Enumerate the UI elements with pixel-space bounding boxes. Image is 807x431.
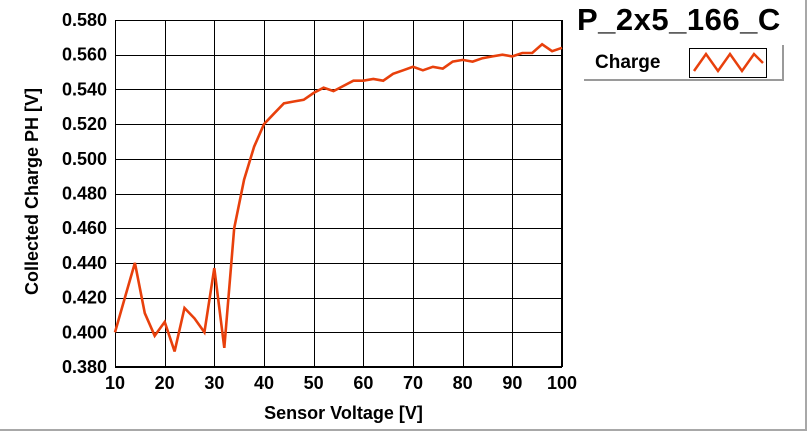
x-tick-label: 100: [547, 373, 577, 393]
y-tick-label: 0.400: [62, 322, 107, 342]
y-axis-title: Collected Charge PH [V]: [22, 88, 42, 295]
y-tick-label: 0.560: [62, 45, 107, 65]
x-tick-label: 30: [204, 373, 224, 393]
x-tick-label: 70: [403, 373, 423, 393]
plot-border: [115, 20, 562, 367]
x-tick-label: 40: [254, 373, 274, 393]
x-axis-ticks: 10 20 30 40 50 60 70 80 90 100: [105, 373, 577, 393]
x-tick-label: 10: [105, 373, 125, 393]
legend-swatch-charge[interactable]: [689, 48, 767, 78]
x-tick-label: 20: [155, 373, 175, 393]
x-tick-label: 50: [304, 373, 324, 393]
chart-title: P_2x5_166_C: [577, 2, 781, 37]
y-axis-ticks: 0.380 0.400 0.420 0.440 0.460 0.480 0.500 0.520…: [62, 10, 107, 377]
x-tick-label: 80: [453, 373, 473, 393]
y-tick-label: 0.580: [62, 10, 107, 30]
plot-background: [115, 20, 562, 367]
zigzag-line-icon: [692, 51, 764, 74]
y-tick-label: 0.500: [62, 149, 107, 169]
y-tick-label: 0.440: [62, 253, 107, 273]
y-tick-label: 0.420: [62, 288, 107, 308]
series-line-charge: [113, 42, 563, 352]
x-tick-label: 90: [502, 373, 522, 393]
series-layer: [113, 42, 563, 352]
y-tick-label: 0.540: [62, 79, 107, 99]
y-tick-label: 0.460: [62, 218, 107, 238]
x-tick-label: 60: [353, 373, 373, 393]
x-axis-title: Sensor Voltage [V]: [264, 403, 423, 423]
y-tick-label: 0.520: [62, 114, 107, 134]
y-tick-label: 0.380: [62, 357, 107, 377]
y-tick-label: 0.480: [62, 184, 107, 204]
legend-label-charge: Charge: [595, 52, 661, 73]
legend[interactable]: Charge: [584, 45, 784, 81]
